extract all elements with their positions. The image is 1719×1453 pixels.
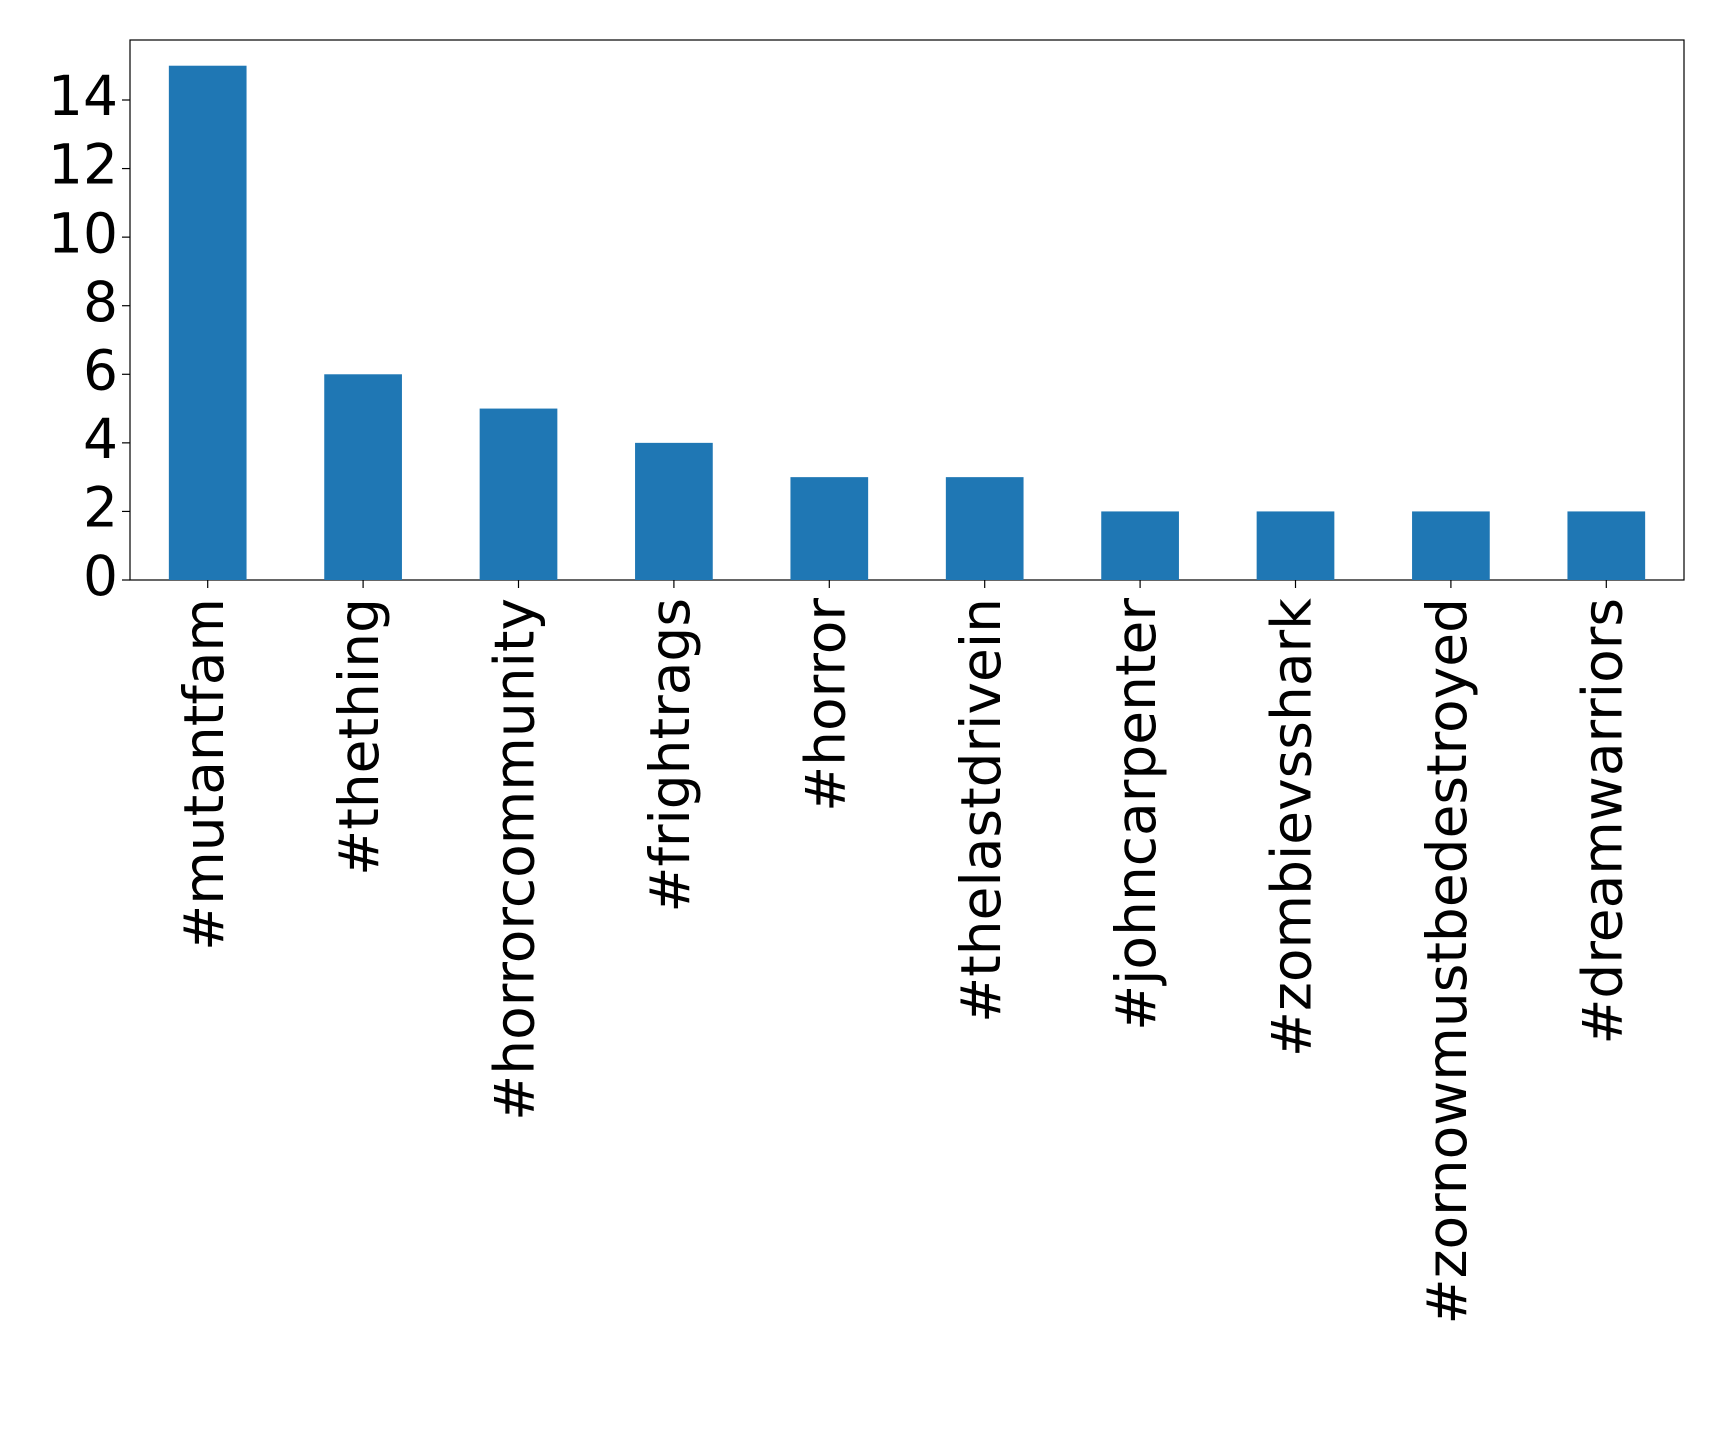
x-tick-label: #horrorcommunity <box>483 598 547 1121</box>
bar <box>1101 511 1179 580</box>
bar <box>945 477 1024 580</box>
bar <box>479 408 558 580</box>
bar <box>1256 511 1335 580</box>
x-tick-label: #mutantfam <box>172 598 236 951</box>
bar <box>1412 511 1490 580</box>
y-tick-label: 14 <box>48 64 118 128</box>
x-tick-label: #johncarpenter <box>1104 598 1168 1031</box>
x-tick-label: #zornowmustbedestroyed <box>1415 598 1479 1324</box>
bar <box>168 65 247 580</box>
x-tick-label: #frightrags <box>638 598 702 913</box>
y-tick-label: 8 <box>83 270 118 334</box>
x-tick-label: #zombievsshark <box>1260 598 1324 1057</box>
bar <box>790 477 869 580</box>
y-tick-label: 12 <box>48 133 118 197</box>
y-tick-label: 2 <box>83 476 118 540</box>
plot-frame <box>129 39 1685 581</box>
x-tick-label: #dreamwarriors <box>1570 598 1634 1045</box>
x-tick-label: #horror <box>793 598 857 812</box>
y-tick-label: 6 <box>83 338 118 402</box>
y-tick-label: 10 <box>48 201 118 265</box>
bar <box>1567 511 1646 580</box>
y-tick-label: 4 <box>83 407 118 471</box>
x-tick-label: #thething <box>327 598 391 876</box>
y-tick-label: 0 <box>83 544 118 608</box>
bar <box>324 374 402 580</box>
x-tick-label: #thelastdrivein <box>949 598 1013 1023</box>
bar <box>635 442 713 580</box>
